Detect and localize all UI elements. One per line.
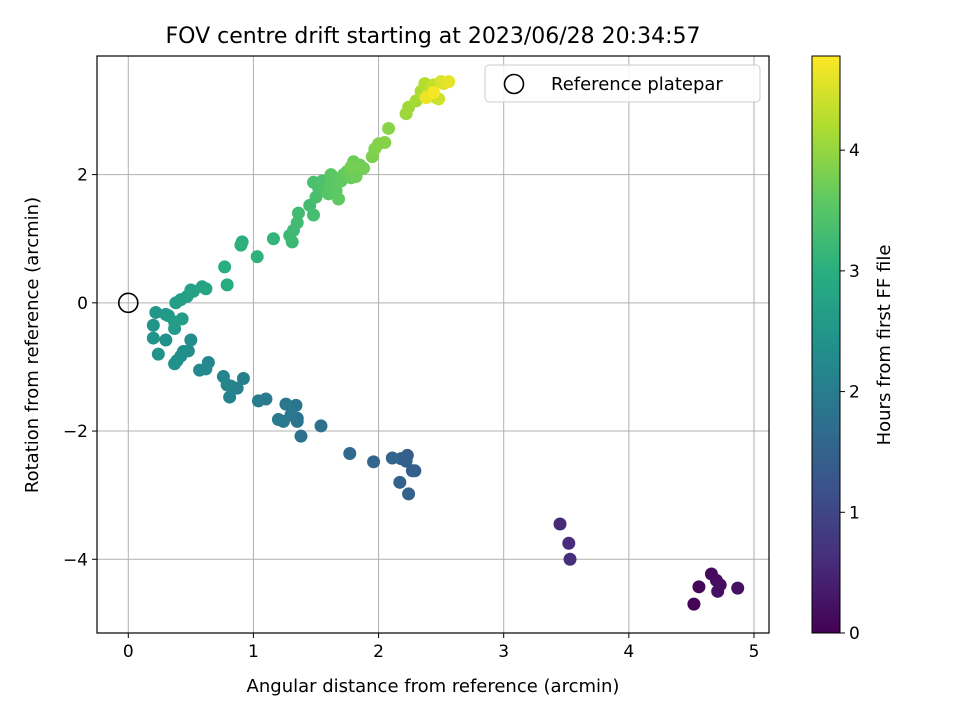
- y-tick-label: −2: [63, 422, 88, 442]
- data-point: [146, 331, 160, 345]
- data-point: [399, 454, 413, 468]
- data-point: [378, 136, 392, 150]
- data-point: [218, 260, 232, 274]
- data-point: [184, 333, 198, 347]
- data-point: [442, 75, 456, 89]
- colorbar-tick-label: 2: [849, 383, 860, 403]
- x-tick-label: 4: [623, 642, 634, 662]
- colorbar-tick-label: 0: [849, 624, 860, 644]
- data-point: [562, 536, 576, 550]
- data-point: [271, 413, 285, 427]
- data-point: [553, 517, 567, 531]
- legend: Reference platepar: [484, 64, 761, 103]
- data-point: [382, 121, 396, 135]
- data-point: [193, 363, 207, 377]
- data-point: [266, 232, 280, 246]
- colorbar-tick-label: 1: [849, 503, 860, 523]
- data-point: [199, 282, 213, 296]
- legend-box: [484, 64, 761, 103]
- data-point: [314, 419, 328, 433]
- x-tick-label: 1: [248, 642, 259, 662]
- data-point: [385, 451, 399, 465]
- data-point: [236, 371, 250, 385]
- y-tick-label: 2: [77, 166, 88, 186]
- colorbar-tick-label: 4: [849, 141, 860, 161]
- data-point: [349, 170, 363, 184]
- colorbar-label: Hours from first FF file: [874, 245, 895, 446]
- chart-title: FOV centre drift starting at 2023/06/28 …: [166, 24, 701, 49]
- data-point: [563, 552, 577, 566]
- data-points: [146, 75, 745, 611]
- data-point: [344, 160, 358, 174]
- data-point: [251, 394, 265, 408]
- data-point: [290, 216, 304, 230]
- data-point: [692, 580, 706, 594]
- data-point: [223, 390, 237, 404]
- data-point: [291, 206, 305, 220]
- data-point: [216, 370, 230, 384]
- data-point: [279, 397, 293, 411]
- data-point: [168, 357, 182, 371]
- data-point: [357, 161, 371, 175]
- data-point: [151, 347, 165, 361]
- data-point: [220, 278, 234, 292]
- colorbar-tick-label: 3: [849, 262, 860, 282]
- grid: [97, 56, 769, 633]
- y-axis-label: Rotation from reference (arcmin): [22, 197, 43, 493]
- colorbar-ticks: 0 1 2 3 4: [840, 141, 860, 644]
- data-point: [687, 597, 701, 611]
- colorbar: [811, 55, 841, 634]
- y-axis-ticks: −4 −2 0 2: [63, 166, 97, 570]
- data-point: [175, 312, 189, 326]
- data-point: [235, 235, 249, 249]
- data-point: [343, 446, 357, 460]
- x-tick-label: 2: [373, 642, 384, 662]
- data-point: [367, 455, 381, 469]
- x-tick-label: 3: [498, 642, 509, 662]
- x-tick-label: 0: [123, 642, 134, 662]
- data-point: [149, 305, 163, 319]
- x-axis-label: Angular distance from reference (arcmin): [247, 676, 620, 697]
- x-axis-ticks: 0 1 2 3 4 5: [123, 633, 760, 662]
- plot-frame: [96, 55, 770, 634]
- legend-marker: [503, 73, 525, 95]
- legend-label: Reference platepar: [551, 74, 723, 95]
- data-point: [427, 86, 441, 100]
- data-point: [324, 168, 338, 182]
- data-point: [250, 250, 264, 264]
- data-point: [408, 464, 422, 478]
- data-point: [146, 318, 160, 332]
- data-point: [731, 581, 745, 595]
- data-point: [289, 398, 303, 412]
- data-point: [332, 192, 346, 206]
- reference-platepar-marker: [117, 292, 139, 314]
- data-point: [159, 333, 173, 347]
- y-tick-label: 0: [77, 294, 88, 314]
- data-point: [294, 429, 308, 443]
- data-point: [393, 475, 407, 489]
- x-tick-label: 5: [749, 642, 760, 662]
- data-point: [711, 584, 725, 598]
- data-point: [402, 487, 416, 501]
- data-point: [306, 208, 320, 222]
- y-tick-label: −4: [63, 550, 88, 570]
